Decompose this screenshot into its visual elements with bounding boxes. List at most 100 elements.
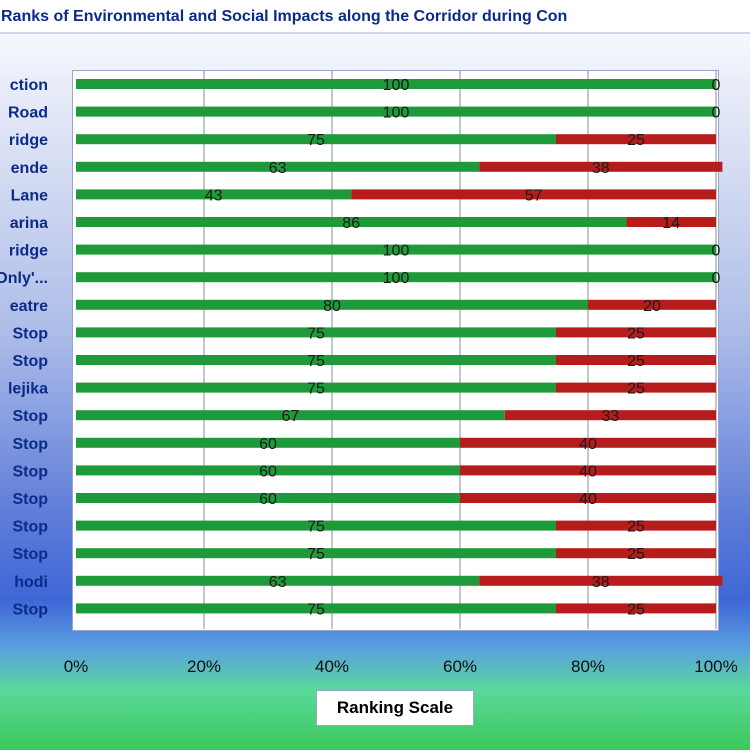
value-labels: 100 0 100 0 75 25 63 38 43 57 86 14 100 0 100 0 80 20 75 25… <box>205 77 721 618</box>
category-label: Only'... <box>0 270 48 287</box>
bar-red-segment <box>460 437 716 448</box>
bar-red-segment <box>460 465 716 476</box>
category-labels: ction Road ridge ende Lane arina ridge Only'...… <box>0 77 48 618</box>
value-label: 20 <box>643 298 661 315</box>
value-label: 60 <box>259 491 277 508</box>
x-tick-label: 80% <box>571 657 605 676</box>
category-label: Stop <box>12 325 48 342</box>
category-label: Stop <box>12 601 48 618</box>
bar-green-segment <box>76 217 627 227</box>
value-label: 60 <box>259 463 277 480</box>
bar-green-segment <box>76 382 556 393</box>
bar-red-segment <box>556 548 716 559</box>
value-label: 100 <box>383 105 410 122</box>
value-label: 60 <box>259 436 277 453</box>
category-label: Stop <box>12 463 48 480</box>
category-label: Stop <box>12 436 48 453</box>
value-label: 25 <box>627 519 645 536</box>
value-label: 25 <box>627 601 645 618</box>
bar-green-segment <box>76 465 460 476</box>
value-label: 75 <box>307 325 325 342</box>
category-label: ridge <box>9 243 48 260</box>
value-label: 33 <box>602 408 620 425</box>
bar-red-segment <box>556 327 716 338</box>
bar-green-segment <box>76 244 716 255</box>
bar-green-segment <box>76 134 556 145</box>
bar-green-segment <box>76 355 556 365</box>
bar-red-segment <box>556 134 716 145</box>
category-label: Stop <box>12 546 48 563</box>
value-label: 0 <box>712 77 721 94</box>
bar-green-segment <box>76 437 460 448</box>
x-tick-label: 40% <box>315 657 349 676</box>
value-label: 43 <box>205 187 223 204</box>
value-label: 75 <box>307 381 325 398</box>
value-label: 40 <box>579 463 597 480</box>
bar-green-segment <box>76 79 716 89</box>
bar-green-segment <box>76 299 588 310</box>
value-label: 80 <box>323 298 341 315</box>
category-label: Lane <box>11 187 48 204</box>
value-label: 75 <box>307 353 325 370</box>
value-label: 63 <box>269 160 287 177</box>
value-label: 63 <box>269 574 287 591</box>
value-label: 100 <box>383 77 410 94</box>
category-label: ende <box>11 160 48 177</box>
category-label: lejika <box>8 381 48 398</box>
category-label: Stop <box>12 519 48 536</box>
value-label: 75 <box>307 132 325 149</box>
bar-red-segment <box>556 603 716 614</box>
bar-red-segment <box>460 493 716 503</box>
bar-red-segment <box>556 382 716 393</box>
value-label: 75 <box>307 519 325 536</box>
bar-red-segment <box>479 161 723 172</box>
chart-title: Ranks of Environmental and Social Impact… <box>0 2 750 34</box>
value-label: 25 <box>627 132 645 149</box>
category-label: Stop <box>12 491 48 508</box>
bar-green-segment <box>76 520 556 531</box>
value-label: 25 <box>627 325 645 342</box>
bar-red-segment <box>504 410 716 421</box>
value-label: 38 <box>592 160 610 177</box>
bar-green-segment <box>76 106 716 117</box>
x-tick-label: 0% <box>64 657 89 676</box>
category-label: ridge <box>9 132 48 149</box>
value-label: 25 <box>627 353 645 370</box>
bar-green-segment <box>76 189 352 200</box>
bar-green-segment <box>76 272 716 283</box>
value-label: 25 <box>627 381 645 398</box>
bar-red-segment <box>479 575 723 586</box>
bar-green-segment <box>76 575 480 586</box>
bar-red-segment <box>351 189 716 200</box>
bar-green-segment <box>76 161 480 172</box>
value-label: 0 <box>712 105 721 122</box>
value-label: 0 <box>712 243 721 260</box>
value-label: 38 <box>592 574 610 591</box>
x-axis-label: Ranking Scale <box>316 690 474 726</box>
value-label: 57 <box>525 187 543 204</box>
bar-red-segment <box>556 355 716 365</box>
bar-green-segment <box>76 603 556 614</box>
category-label: arina <box>10 215 48 232</box>
value-label: 100 <box>383 243 410 260</box>
value-label: 14 <box>662 215 680 232</box>
value-label: 40 <box>579 436 597 453</box>
bar-green-segment <box>76 548 556 559</box>
value-label: 25 <box>627 546 645 563</box>
bars <box>76 79 723 614</box>
x-axis-label-text: Ranking Scale <box>336 698 454 717</box>
x-tick-label: 20% <box>187 657 221 676</box>
value-label: 0 <box>712 270 721 287</box>
bar-red-segment <box>556 520 716 531</box>
bar-red-segment <box>626 217 716 227</box>
category-label: Stop <box>12 353 48 370</box>
bar-red-segment <box>588 299 716 310</box>
bar-green-segment <box>76 327 556 338</box>
category-label: Stop <box>12 408 48 425</box>
value-label: 40 <box>579 491 597 508</box>
category-label: hodi <box>14 574 48 591</box>
chart-title-text: Ranks of Environmental and Social Impact… <box>1 8 568 25</box>
x-tick-label: 60% <box>443 657 477 676</box>
value-label: 100 <box>383 270 410 287</box>
x-tick-label: 100% <box>694 657 737 676</box>
